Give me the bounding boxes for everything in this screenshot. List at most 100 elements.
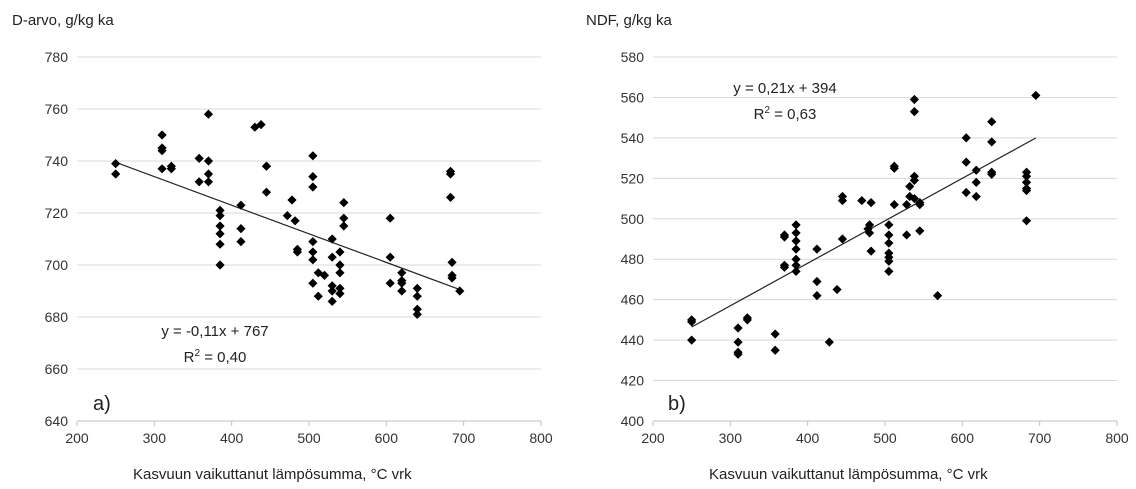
y-tick-label: 660 — [45, 361, 69, 377]
data-point — [385, 252, 395, 262]
data-point — [447, 257, 457, 267]
y-tick-label: 680 — [45, 309, 69, 325]
data-point — [905, 191, 915, 202]
data-point — [236, 224, 246, 234]
data-point — [308, 182, 318, 192]
data-point — [261, 187, 272, 197]
data-point — [215, 239, 225, 249]
data-point — [884, 230, 894, 240]
data-point — [971, 191, 981, 202]
data-point — [327, 234, 337, 244]
data-point — [397, 278, 407, 288]
y-tick-label: 480 — [621, 251, 645, 267]
data-point — [987, 137, 997, 147]
r2-value: = 0,40 — [200, 349, 247, 366]
data-point — [157, 146, 167, 156]
y-tick-label: 500 — [621, 211, 645, 227]
data-point — [1031, 90, 1041, 101]
data-point — [308, 247, 318, 257]
data-point — [308, 237, 318, 247]
data-point — [308, 151, 318, 161]
data-point — [447, 273, 457, 283]
data-point — [385, 213, 395, 223]
x-tick-label: 300 — [719, 430, 743, 446]
y-tick-label: 780 — [45, 49, 69, 65]
y-tick-label: 720 — [45, 205, 69, 221]
equation-text: y = 0,21x + 394 — [733, 80, 837, 97]
data-point — [412, 304, 422, 314]
data-point — [215, 260, 225, 270]
data-point — [327, 252, 337, 262]
data-point — [339, 213, 349, 223]
data-point — [902, 230, 912, 240]
data-point — [863, 224, 873, 234]
data-point — [111, 169, 121, 179]
data-point — [261, 161, 272, 171]
y-axis-label: D-arvo, g/kg ka — [12, 12, 114, 29]
data-point — [866, 198, 876, 208]
data-point — [287, 195, 297, 205]
data-point — [308, 172, 318, 182]
data-point — [961, 187, 971, 198]
data-point — [837, 195, 848, 206]
data-point — [203, 169, 214, 179]
data-point — [837, 234, 848, 244]
data-point — [308, 278, 318, 288]
x-tick-label: 800 — [1105, 430, 1129, 446]
data-point — [987, 169, 997, 179]
chart-panel-a: D-arvo, g/kg ka 640 660 680 700 720 740 760 780… — [12, 12, 553, 483]
x-axis-label: Kasvuun vaikuttanut lämpösumma, °C vrk — [709, 466, 988, 483]
data-point — [909, 107, 919, 117]
y-tick-label: 460 — [621, 292, 645, 308]
data-point — [866, 246, 876, 256]
data-point — [385, 278, 395, 288]
y-tick-label: 400 — [621, 413, 645, 429]
data-point — [909, 94, 919, 105]
data-point — [961, 133, 971, 143]
data-point — [445, 169, 456, 179]
data-point — [335, 283, 345, 293]
data-point — [812, 291, 822, 301]
data-point — [313, 268, 323, 278]
x-tick-label: 800 — [529, 430, 553, 446]
y-tick-label: 560 — [621, 89, 645, 105]
x-tick-label: 500 — [873, 430, 897, 446]
x-tick-label: 600 — [951, 430, 975, 446]
data-point — [824, 337, 834, 347]
scatter-plot-b: 400 420 440 460 480 500 520 540 560 580 200 300 400 5… — [621, 49, 1129, 446]
data-point — [157, 164, 167, 174]
x-tick-label: 700 — [452, 430, 476, 446]
x-axis-label: Kasvuun vaikuttanut lämpösumma, °C vrk — [133, 466, 412, 483]
scatter-plot-a: 640 660 680 700 720 740 760 780 200 300 400 500 600 7… — [45, 49, 553, 446]
data-point — [971, 165, 981, 175]
data-point — [335, 247, 345, 257]
data-point — [194, 153, 204, 163]
r2-symbol: R — [753, 106, 765, 123]
data-point — [733, 337, 743, 347]
data-point — [397, 286, 407, 296]
data-point — [290, 216, 300, 226]
data-point — [215, 211, 225, 221]
trendline — [691, 137, 1037, 328]
r-squared-text: R2 = 0,63 — [753, 105, 817, 123]
r-squared-text: R2 = 0,40 — [183, 348, 247, 366]
data-point — [339, 221, 349, 231]
data-point — [915, 200, 925, 210]
data-point — [742, 315, 752, 325]
data-point — [203, 177, 214, 187]
data-point — [864, 228, 875, 238]
data-point — [203, 109, 214, 119]
data-point — [832, 284, 842, 295]
x-tick-label: 200 — [65, 430, 89, 446]
data-point — [236, 200, 246, 210]
data-point — [932, 291, 943, 301]
data-point — [308, 255, 318, 265]
trendline — [115, 161, 461, 291]
data-point — [971, 177, 981, 187]
y-tick-label: 640 — [45, 413, 69, 429]
y-tick-label: 520 — [621, 170, 645, 186]
data-point — [319, 270, 330, 280]
data-point — [905, 181, 915, 192]
data-point — [915, 226, 925, 236]
data-point — [250, 122, 260, 132]
